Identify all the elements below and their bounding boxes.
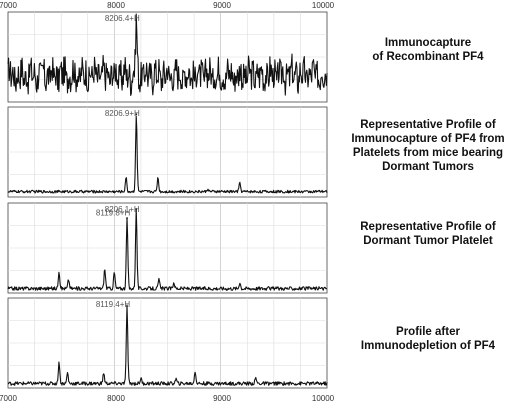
panel-1-spectrum-line [7,13,328,97]
panel-1-peak-marker-1 [135,20,138,22]
panel-1-caption: Immunocapture of Recombinant PF4 [372,37,484,63]
panel-3-peak-label-2: 8206.1+H [105,205,140,214]
panel-3-peak-marker-1 [126,217,128,220]
bottom-x-tick-9000: 9000 [213,394,231,403]
top-x-tick-10000: 10000 [312,1,335,10]
spectrum-panel-4: 8119.4+H [7,297,328,389]
top-x-tick-7000: 7000 [0,1,17,10]
panel-2-caption: Representative Profile of Immunocapture … [351,119,505,173]
panel-3-peak-marker-2 [135,208,138,211]
panel-4-peak-label-1: 8119.4+H [96,300,131,309]
panel-2-peak-marker-1 [135,113,138,115]
panel-1-peak-label-1: 8206.4+H [105,14,140,23]
spectrum-panel-2: 8206.9+H [7,106,328,198]
panel-4-peak-marker-1 [126,305,128,307]
panel-2-peak-label-1: 8206.9+H [105,109,140,118]
panel-3-spectrum-line [7,207,327,291]
panel-2-spectrum-line [7,115,328,194]
bottom-x-tick-10000: 10000 [312,394,335,403]
panel-4-caption: Profile after Immunodepletion of PF4 [360,326,496,352]
bottom-x-tick-7000: 7000 [0,394,17,403]
panel-3-peak-label-1: 8119.8+H [96,208,131,217]
bottom-x-tick-8000: 8000 [107,394,125,403]
spectrum-panel-1: 8206.4+H [7,11,328,103]
panel-4-spectrum-line [7,304,328,386]
top-x-tick-8000: 8000 [107,1,125,10]
top-x-tick-9000: 9000 [213,1,231,10]
panel-3-caption: Representative Profile of Dormant Tumor … [360,221,496,247]
